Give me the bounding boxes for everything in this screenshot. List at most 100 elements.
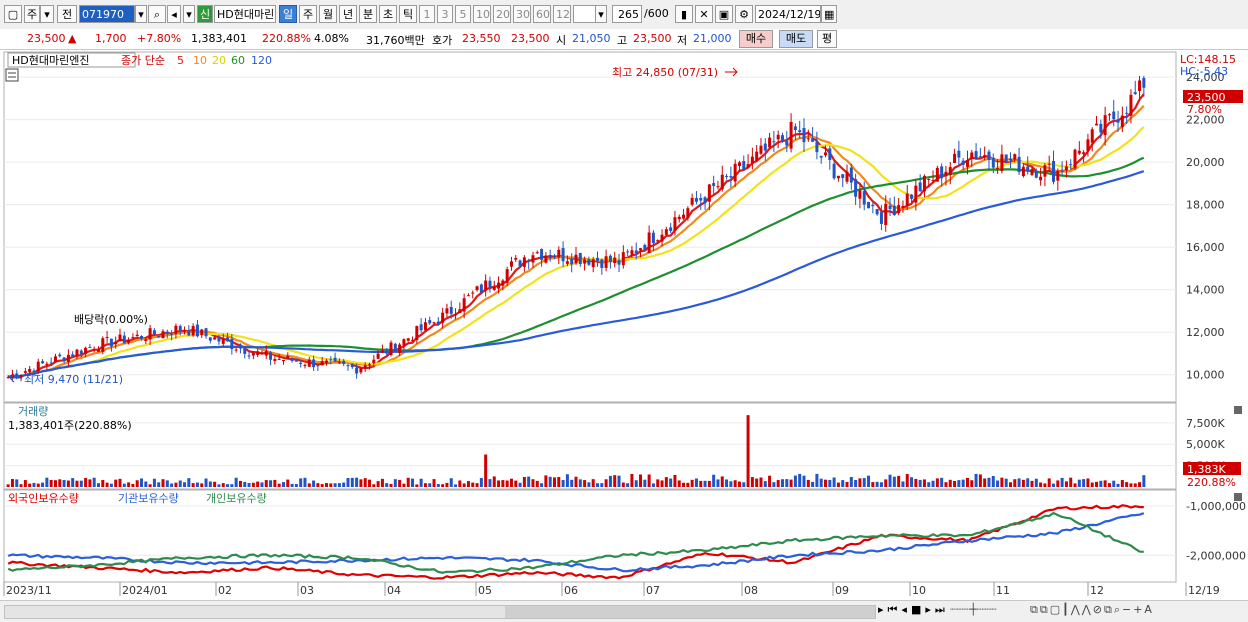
candle-body: [66, 354, 70, 363]
volume-bar: [725, 479, 729, 487]
candle-body: [466, 295, 470, 297]
gear-icon[interactable]: ⚙: [735, 5, 753, 23]
minute-3[interactable]: 3: [437, 5, 453, 23]
scroll-track[interactable]: [4, 605, 876, 619]
volume-bar: [423, 483, 427, 487]
close-icon[interactable]: [1234, 493, 1242, 501]
volume-bar: [561, 479, 565, 487]
chart-area[interactable]: 10,000 12,000 14,000 16,000 18,000 20,000 22,0…: [0, 50, 1248, 600]
period-second[interactable]: 초: [379, 5, 397, 23]
buy-button[interactable]: 매수: [739, 30, 773, 48]
volume-bar: [983, 478, 987, 487]
zoom-slider-icon[interactable]: ┈┈┈┼┈┈┈: [950, 603, 997, 616]
stock-label-box[interactable]: [7, 52, 136, 68]
period-month[interactable]: 월: [319, 5, 337, 23]
chevron-down-icon[interactable]: ▾: [183, 5, 195, 23]
period-year[interactable]: 년: [339, 5, 357, 23]
volume-bar: [948, 479, 952, 487]
volume-panel[interactable]: [3, 402, 1177, 490]
date-input[interactable]: 2024/12/19: [755, 5, 821, 23]
candle-body: [832, 163, 836, 179]
volume-bar: [178, 480, 182, 487]
scroll-bar[interactable]: ▸⏮◂■▸⏭ ┈┈┈┼┈┈┈ ⧉⧉▢┃⋀⋀⊘⧉⌕−+A: [0, 600, 1248, 622]
volume-bar: [1043, 483, 1047, 487]
minute-30[interactable]: 30: [513, 5, 531, 23]
volume-bar: [548, 476, 552, 487]
candle-body: [269, 352, 273, 360]
volume-bar: [1125, 482, 1129, 487]
window-icon[interactable]: ▢: [4, 5, 22, 23]
calendar-icon[interactable]: ▦: [821, 5, 837, 23]
candle-body: [626, 251, 630, 253]
period-week[interactable]: 주: [299, 5, 317, 23]
chevron-down-icon[interactable]: ▾: [40, 5, 54, 23]
candle-body: [217, 337, 221, 342]
avg-button[interactable]: 평: [817, 30, 837, 48]
tool-icons[interactable]: ⧉⧉▢┃⋀⋀⊘⧉⌕−+A: [1030, 603, 1154, 616]
candle-body: [243, 348, 247, 354]
count-input[interactable]: 265: [612, 5, 642, 23]
period-minute[interactable]: 분: [359, 5, 377, 23]
period-tick[interactable]: 틱: [399, 5, 417, 23]
candle-body: [1030, 169, 1034, 175]
ask-price: 23,550: [462, 32, 501, 45]
candle-body: [841, 174, 845, 178]
price-panel[interactable]: [3, 51, 1177, 403]
crosshair-icon[interactable]: ✕: [695, 5, 713, 23]
candle-body: [303, 364, 307, 366]
candle-body: [961, 160, 965, 165]
speaker-icon[interactable]: ◂: [167, 5, 181, 23]
minute-10[interactable]: 10: [473, 5, 491, 23]
volume-bar: [514, 480, 518, 487]
volume-bar: [204, 478, 208, 487]
minute-20[interactable]: 20: [493, 5, 511, 23]
volume-bar: [1120, 480, 1124, 487]
volume-bar: [471, 482, 475, 487]
code-input[interactable]: 071970: [79, 5, 135, 23]
market-select[interactable]: 주: [24, 5, 40, 23]
table-icon[interactable]: [5, 68, 19, 82]
candle-body: [415, 326, 419, 341]
volume-bar: [836, 482, 840, 487]
prefix-button[interactable]: 전: [57, 5, 77, 23]
minute-120[interactable]: 120: [553, 5, 571, 23]
save-icon[interactable]: ▣: [715, 5, 733, 23]
minute-5[interactable]: 5: [455, 5, 471, 23]
volume-bar: [372, 484, 376, 487]
scroll-thumb[interactable]: [505, 606, 875, 618]
volume-bar: [234, 477, 238, 487]
candle-body: [651, 232, 655, 244]
new-badge[interactable]: 신: [197, 5, 213, 23]
minute-1[interactable]: 1: [419, 5, 435, 23]
candle-body: [462, 298, 466, 312]
period-day[interactable]: 일: [279, 5, 297, 23]
volume-bar: [269, 480, 273, 487]
chart-type-icon[interactable]: ▮: [675, 5, 693, 23]
candle-body: [806, 138, 810, 140]
close-icon[interactable]: [1234, 406, 1242, 414]
candle-body: [574, 254, 578, 264]
candle-body: [716, 186, 720, 188]
chevron-down-icon[interactable]: ▾: [135, 5, 147, 23]
candle-body: [312, 359, 316, 368]
turnover-rate: 4.08%: [314, 32, 349, 45]
candle-body: [690, 197, 694, 205]
minute-60[interactable]: 60: [533, 5, 551, 23]
chevron-down-icon[interactable]: ▾: [595, 5, 607, 23]
candle-body: [324, 360, 328, 363]
candle-body: [41, 361, 45, 364]
sell-button[interactable]: 매도: [779, 30, 813, 48]
candle-body: [1133, 92, 1137, 94]
scroll-buttons[interactable]: ▸⏮◂■▸⏭: [878, 603, 949, 616]
stock-name-field[interactable]: HD현대마린: [214, 5, 276, 23]
candle-body: [423, 322, 427, 331]
x-tick-label: 08: [744, 584, 758, 597]
volume-bar: [49, 479, 53, 487]
volume-bar: [776, 480, 780, 487]
volume-bar: [780, 479, 784, 487]
candle-body: [333, 357, 337, 361]
candle-body: [918, 182, 922, 192]
volume-bar: [243, 481, 247, 487]
search-icon[interactable]: ⌕: [148, 5, 166, 23]
candle-body: [411, 340, 415, 342]
